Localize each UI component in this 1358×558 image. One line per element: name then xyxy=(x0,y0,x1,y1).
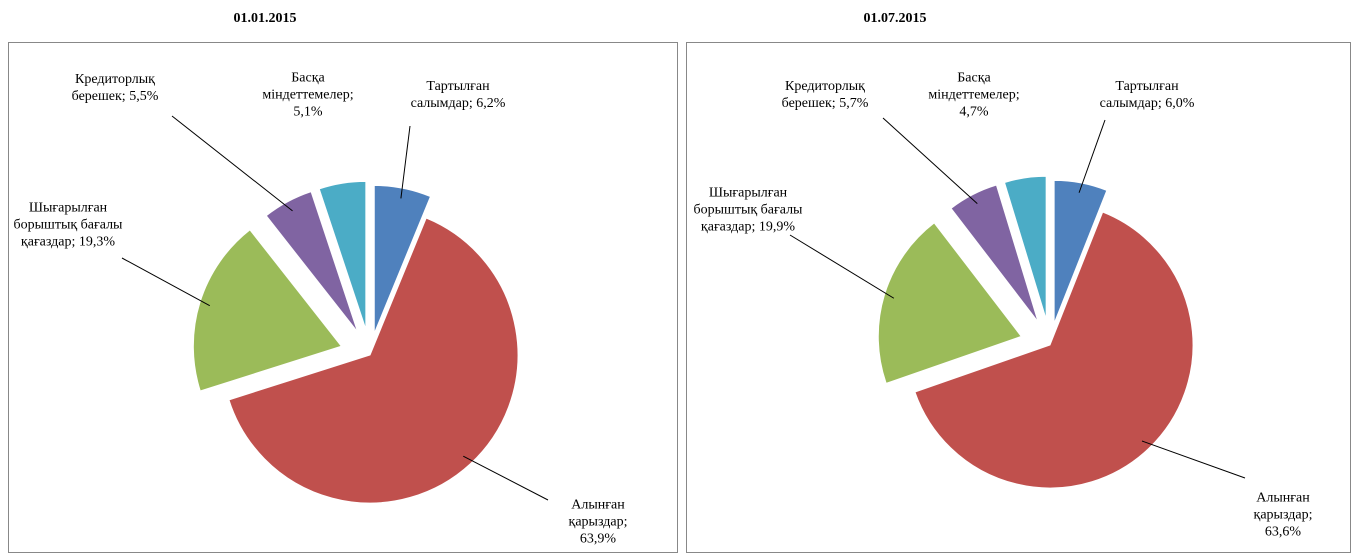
value-label: 63,9% xyxy=(579,531,617,547)
data-label: Басқа міндеттемелер; 4,7% xyxy=(924,70,1024,121)
label-separator: ; xyxy=(751,219,759,235)
pie-slice xyxy=(950,184,1039,323)
value-label: 19,3% xyxy=(78,234,116,250)
data-label: Алынған қарыздар; 63,6% xyxy=(1243,490,1323,541)
label-separator: ; xyxy=(349,87,354,103)
chart-title: 01.01.2015 xyxy=(234,11,297,26)
pie-slice xyxy=(373,184,432,334)
pie-slice xyxy=(914,211,1194,489)
category-name: Шығарылған борыштық бағалы қағаздар xyxy=(693,185,803,235)
category-name: Кредиторлық берешек xyxy=(781,79,865,111)
category-name: Алынған қарыздар xyxy=(1253,490,1310,523)
label-separator: ; xyxy=(1015,87,1020,103)
value-label: 5,1% xyxy=(293,104,323,120)
data-label: Басқа міндеттемелер; 5,1% xyxy=(258,70,358,121)
label-separator: ; xyxy=(121,89,130,104)
label-separator: ; xyxy=(1157,96,1166,111)
category-name: Тартылған салымдар xyxy=(410,79,490,111)
pie-slice xyxy=(877,222,1023,385)
category-name: Тартылған салымдар xyxy=(1099,79,1179,111)
value-label: 63,6% xyxy=(1264,524,1302,540)
data-label: Тартылған салымдар; 6,0% xyxy=(1100,78,1195,112)
pie-slice xyxy=(1003,175,1047,320)
value-label: 5,5% xyxy=(129,89,159,104)
data-label: Тартылған салымдар; 6,2% xyxy=(411,78,506,112)
value-label: 5,7% xyxy=(839,96,869,111)
data-label: Кредиторлық берешек; 5,7% xyxy=(760,78,890,112)
category-name: Басқа міндеттемелер xyxy=(928,70,1016,103)
leader-line xyxy=(400,125,411,199)
label-separator: ; xyxy=(1308,507,1313,523)
category-name: Басқа міндеттемелер xyxy=(262,70,350,103)
pie-slice xyxy=(192,229,343,392)
value-label: 6,0% xyxy=(1165,96,1195,111)
leader-line xyxy=(882,117,978,204)
pie-slice xyxy=(265,191,359,333)
leader-line xyxy=(1078,119,1106,193)
data-label: Шығарылған борыштық бағалы қағаздар; 19,… xyxy=(693,185,803,236)
chart-frame xyxy=(8,42,678,553)
pie-slice xyxy=(1053,179,1108,324)
chart-title: 01.07.2015 xyxy=(864,11,927,26)
value-label: 4,7% xyxy=(959,104,989,120)
chart-frame xyxy=(686,42,1351,553)
data-label: Кредиторлық берешек; 5,5% xyxy=(50,71,180,105)
leader-line xyxy=(789,234,895,299)
category-name: Кредиторлық берешек xyxy=(71,72,155,104)
label-separator: ; xyxy=(468,96,477,111)
pie-slice xyxy=(228,217,519,504)
pie-slice xyxy=(318,180,367,330)
label-separator: ; xyxy=(623,514,628,530)
leader-line xyxy=(463,455,549,501)
category-name: Алынған қарыздар xyxy=(568,497,625,530)
leader-line xyxy=(121,257,211,307)
leader-line xyxy=(171,115,293,212)
label-separator: ; xyxy=(831,96,840,111)
category-name: Шығарылған борыштық бағалы қағаздар xyxy=(13,200,123,250)
label-separator: ; xyxy=(71,234,79,250)
value-label: 6,2% xyxy=(476,96,506,111)
data-label: Алынған қарыздар; 63,9% xyxy=(558,497,638,548)
value-label: 19,9% xyxy=(758,219,796,235)
leader-line xyxy=(1141,440,1246,479)
data-label: Шығарылған борыштық бағалы қағаздар; 19,… xyxy=(13,200,123,251)
